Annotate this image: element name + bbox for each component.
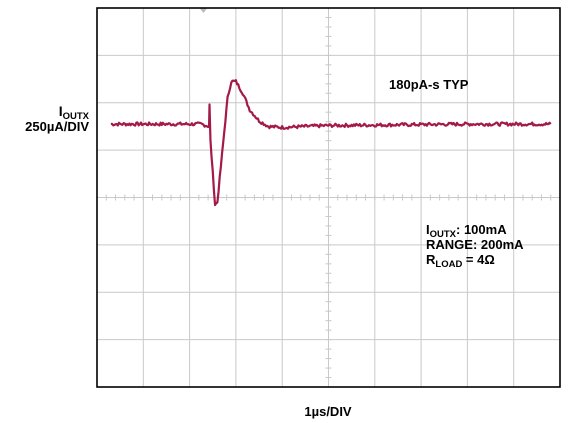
annotation-current: IOUTX: 100mA — [426, 222, 507, 240]
trigger-marker — [199, 8, 208, 13]
y-axis-scale: 250µA/DIV — [25, 119, 89, 134]
annotation-range: RANGE: 200mA — [426, 237, 524, 252]
signal-trace — [110, 79, 552, 207]
y-axis-label: IOUTX 250µA/DIV — [0, 103, 89, 135]
plot-frame — [96, 7, 561, 388]
annotation-charge: 180pA-s TYP — [389, 77, 469, 92]
annotation-load: RLOAD = 4Ω — [426, 252, 495, 270]
x-axis-label: 1µs/DIV — [304, 404, 352, 419]
y-axis-quantity: IOUTX — [58, 103, 89, 122]
annotation-conditions: IOUTX: 100mA RANGE: 200mA RLOAD = 4Ω — [426, 222, 524, 270]
